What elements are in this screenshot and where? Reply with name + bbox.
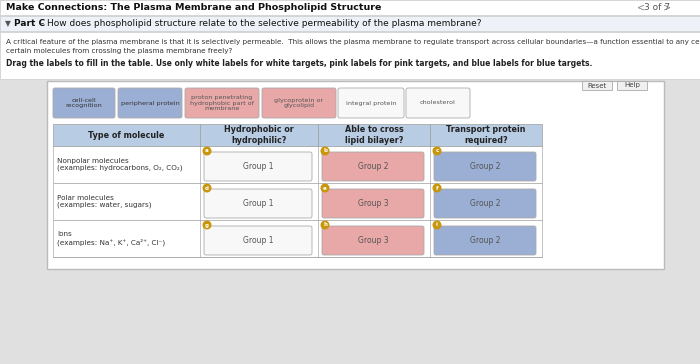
Text: cholesterol: cholesterol xyxy=(420,100,456,106)
Text: >: > xyxy=(663,3,671,12)
FancyBboxPatch shape xyxy=(322,226,424,255)
Text: Help: Help xyxy=(624,83,640,88)
Text: e: e xyxy=(323,186,327,190)
FancyBboxPatch shape xyxy=(0,0,700,15)
Text: Group 1: Group 1 xyxy=(243,162,273,171)
FancyBboxPatch shape xyxy=(322,189,424,218)
Text: ▼: ▼ xyxy=(5,19,11,28)
Text: Group 3: Group 3 xyxy=(358,199,388,208)
FancyBboxPatch shape xyxy=(204,189,312,218)
Text: Make Connections: The Plasma Membrane and Phospholipid Structure: Make Connections: The Plasma Membrane an… xyxy=(6,3,382,12)
Circle shape xyxy=(203,147,211,155)
Text: 3 of 7: 3 of 7 xyxy=(644,3,670,12)
FancyBboxPatch shape xyxy=(53,183,542,220)
Circle shape xyxy=(203,221,211,229)
FancyBboxPatch shape xyxy=(406,88,470,118)
FancyBboxPatch shape xyxy=(53,146,542,183)
Text: Able to cross
lipid bilayer?: Able to cross lipid bilayer? xyxy=(344,125,403,145)
FancyBboxPatch shape xyxy=(53,88,115,118)
FancyBboxPatch shape xyxy=(434,226,536,255)
Text: f: f xyxy=(435,186,438,190)
Text: g: g xyxy=(205,222,209,228)
Text: Group 3: Group 3 xyxy=(358,236,388,245)
Circle shape xyxy=(433,184,441,192)
Text: Polar molecules
(examples: water, sugars): Polar molecules (examples: water, sugars… xyxy=(57,195,151,208)
Text: <: < xyxy=(637,3,645,12)
Text: Ions
(examples: Na⁺, K⁺, Ca²⁺, Cl⁻): Ions (examples: Na⁺, K⁺, Ca²⁺, Cl⁻) xyxy=(57,231,165,246)
Text: Group 2: Group 2 xyxy=(470,199,500,208)
Text: - How does phospholipid structure relate to the selective permeability of the pl: - How does phospholipid structure relate… xyxy=(38,19,482,28)
Circle shape xyxy=(321,147,329,155)
Text: Group 2: Group 2 xyxy=(470,162,500,171)
FancyBboxPatch shape xyxy=(262,88,336,118)
Text: proton penetrating
hydrophobic part of
membrane: proton penetrating hydrophobic part of m… xyxy=(190,95,254,111)
Text: d: d xyxy=(205,186,209,190)
Text: Group 1: Group 1 xyxy=(243,199,273,208)
FancyBboxPatch shape xyxy=(322,152,424,181)
FancyBboxPatch shape xyxy=(204,226,312,255)
Text: A critical feature of the plasma membrane is that it is selectively permeable.  : A critical feature of the plasma membran… xyxy=(6,39,700,45)
Text: Part C: Part C xyxy=(14,19,45,28)
FancyBboxPatch shape xyxy=(47,81,664,269)
Text: Transport protein
required?: Transport protein required? xyxy=(447,125,526,145)
FancyBboxPatch shape xyxy=(185,88,259,118)
Text: Hydrophobic or
hydrophilic?: Hydrophobic or hydrophilic? xyxy=(224,125,294,145)
Text: Drag the labels to fill in the table. Use only white labels for white targets, p: Drag the labels to fill in the table. Us… xyxy=(6,59,592,68)
FancyBboxPatch shape xyxy=(434,152,536,181)
Circle shape xyxy=(203,184,211,192)
Text: Group 2: Group 2 xyxy=(470,236,500,245)
Circle shape xyxy=(321,184,329,192)
Circle shape xyxy=(433,147,441,155)
Text: cell-cell
recognition: cell-cell recognition xyxy=(66,98,102,108)
Text: Group 2: Group 2 xyxy=(358,162,388,171)
Text: i: i xyxy=(436,222,438,228)
FancyBboxPatch shape xyxy=(617,81,647,90)
FancyBboxPatch shape xyxy=(53,220,542,257)
Text: Nonpolar molecules
(examples: hydrocarbons, O₂, CO₂): Nonpolar molecules (examples: hydrocarbo… xyxy=(57,158,183,171)
Text: Group 1: Group 1 xyxy=(243,236,273,245)
Text: integral protein: integral protein xyxy=(346,100,396,106)
FancyBboxPatch shape xyxy=(53,124,542,146)
FancyBboxPatch shape xyxy=(204,152,312,181)
FancyBboxPatch shape xyxy=(0,16,700,31)
Text: Type of molecule: Type of molecule xyxy=(88,131,164,139)
Text: h: h xyxy=(323,222,327,228)
FancyBboxPatch shape xyxy=(582,81,612,90)
Text: certain molecules from crossing the plasma membrane freely?: certain molecules from crossing the plas… xyxy=(6,48,232,54)
Text: b: b xyxy=(323,149,327,154)
Text: c: c xyxy=(435,149,439,154)
FancyBboxPatch shape xyxy=(0,32,700,79)
Circle shape xyxy=(433,221,441,229)
FancyBboxPatch shape xyxy=(338,88,404,118)
Text: Reset: Reset xyxy=(587,83,607,88)
Text: a: a xyxy=(205,149,209,154)
FancyBboxPatch shape xyxy=(118,88,182,118)
Circle shape xyxy=(321,221,329,229)
Text: peripheral protein: peripheral protein xyxy=(120,100,179,106)
FancyBboxPatch shape xyxy=(434,189,536,218)
Text: glycoprotein or
glycolipid: glycoprotein or glycolipid xyxy=(274,98,323,108)
